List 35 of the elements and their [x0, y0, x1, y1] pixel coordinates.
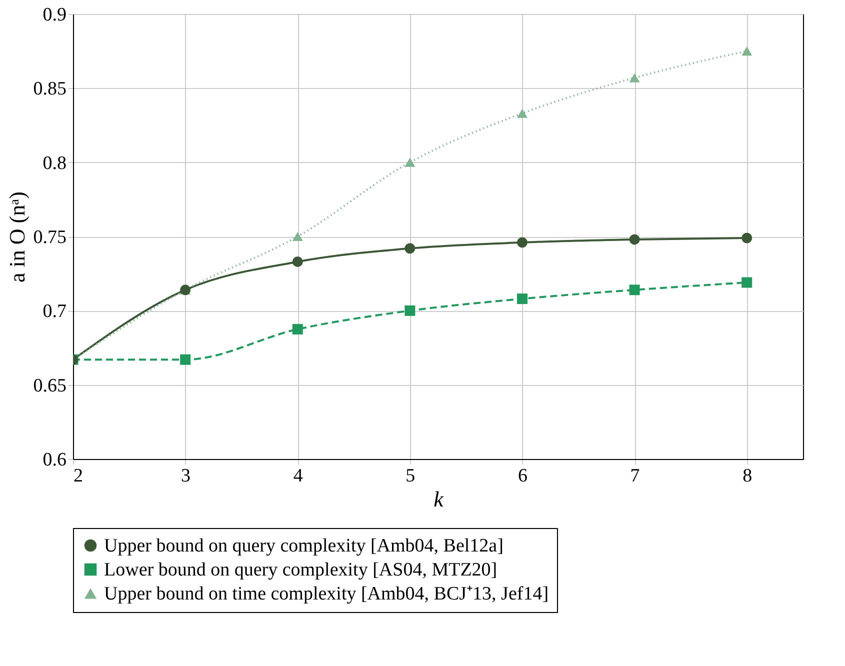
point [629, 73, 640, 82]
x-tick-label: 8 [742, 466, 752, 486]
y-tick-label: 0.7 [42, 301, 66, 322]
legend-label: Upper bound on query complexity [Amb04, Bel12a] [104, 536, 504, 556]
point [292, 256, 303, 267]
point [516, 108, 528, 118]
x-tick-label: 7 [630, 466, 640, 486]
y-tick-label: 0.9 [42, 4, 66, 26]
point [516, 294, 528, 304]
point [292, 232, 303, 242]
y-tick-label: 0.6 [42, 450, 66, 470]
point [629, 284, 640, 296]
x-axis-title: k [434, 486, 445, 512]
y-tick-label: 0.85 [33, 78, 66, 100]
x-tick-label: 5 [406, 466, 416, 486]
point [180, 354, 191, 365]
y-axis-title: a in O (nᵃ) [4, 192, 30, 282]
x-tick-label: 2 [74, 466, 83, 486]
x-tick-label: 6 [518, 466, 528, 486]
point [404, 243, 416, 254]
y-tick-label: 0.75 [33, 227, 66, 248]
point [516, 237, 528, 248]
point [404, 305, 416, 316]
point [404, 158, 416, 167]
y-tick-label: 0.65 [33, 375, 66, 396]
x-tick-label: 4 [293, 466, 304, 486]
point [742, 277, 752, 288]
y-tick-label: 0.8 [42, 152, 66, 174]
point [292, 324, 303, 334]
point [742, 46, 752, 56]
legend-label: Upper bound on time complexity [Amb04, BCJ⁺13, Jef14] [104, 584, 549, 604]
point [742, 232, 752, 244]
point [629, 234, 640, 245]
x-tick-label: 3 [181, 466, 191, 486]
legend-label: Lower bound on query complexity [AS04, MTZ20] [104, 560, 498, 580]
